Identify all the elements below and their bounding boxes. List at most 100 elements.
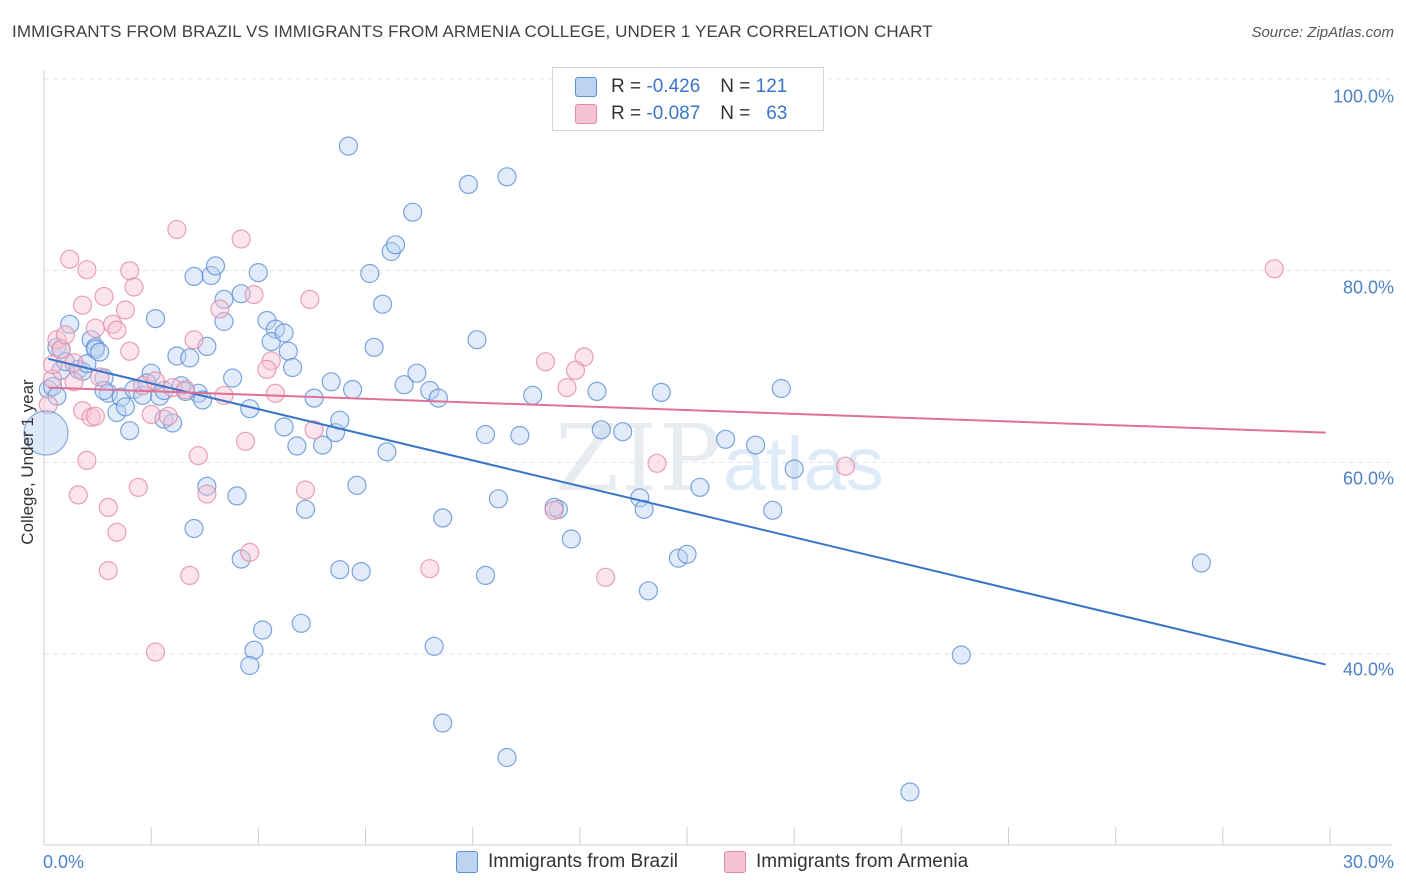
y-tick-label-100: 100.0%	[1332, 86, 1394, 107]
y-axis-label: College, Under 1 year	[18, 379, 37, 545]
armenia-point-20	[98, 560, 118, 581]
armenia-point-15	[85, 318, 106, 338]
brazil-r-value: -0.426	[646, 76, 701, 97]
brazil-point-81	[433, 508, 453, 528]
armenia-point-56	[557, 378, 577, 398]
brazil-point-30	[180, 348, 200, 368]
armenia-trend-line	[48, 386, 1326, 434]
brazil-point-20	[120, 421, 140, 441]
brazil-point-67	[343, 379, 363, 400]
legend-item-brazil[interactable]: Immigrants from Brazil	[456, 851, 678, 873]
armenia-point-55	[544, 500, 564, 520]
brazil-swatch	[575, 77, 597, 97]
armenia-point-19	[98, 497, 118, 517]
armenia-n-value: 63	[766, 103, 788, 124]
armenia-r-value: -0.087	[646, 103, 701, 124]
brazil-r-label: R =	[611, 76, 642, 97]
watermark-atlas: atlas	[723, 422, 884, 507]
brazil-n-label: N =	[720, 76, 751, 97]
brazil-point-41	[223, 368, 243, 388]
armenia-point-57	[574, 347, 594, 367]
armenia-point-7	[64, 372, 84, 392]
chart-title: IMMIGRANTS FROM BRAZIL VS IMMIGRANTS FRO…	[12, 22, 933, 41]
brazil-point-101	[638, 581, 659, 601]
brazil-point-42	[227, 486, 247, 506]
armenia-point-24	[115, 300, 136, 320]
brazil-point-108	[763, 500, 783, 520]
brazil-point-71	[364, 337, 384, 357]
brazil-point-36	[197, 476, 217, 496]
brazil-point-86	[475, 424, 496, 445]
stats-box: R = -0.426 N = 121 R = -0.087 N = 63	[552, 67, 824, 131]
legend-brazil-label: Immigrants from Brazil	[488, 851, 679, 872]
brazil-point-105	[690, 477, 710, 497]
y-tick-label-40: 40.0%	[1342, 659, 1394, 680]
brazil-point-77	[403, 202, 423, 222]
legend-brazil-swatch	[456, 851, 478, 873]
brazil-point-62	[321, 372, 341, 392]
brazil-point-83	[433, 713, 453, 733]
y-tick-label-80: 80.0%	[1342, 277, 1394, 298]
brazil-point-90	[497, 747, 517, 768]
brazil-point-104	[677, 544, 697, 564]
brazil-point-89	[497, 167, 517, 187]
source-label: Source: ZipAtlas.com	[1251, 24, 1394, 41]
armenia-point-28	[128, 477, 148, 497]
brazil-point-87	[475, 565, 496, 586]
armenia-point-41	[210, 299, 230, 319]
brazil-point-58	[295, 499, 316, 519]
armenia-point-30	[141, 404, 161, 424]
armenia-point-12	[77, 260, 97, 280]
brazil-point-48	[248, 263, 268, 283]
brazil-point-80	[428, 388, 448, 408]
brazil-point-92	[523, 385, 543, 405]
armenia-point-53	[420, 559, 440, 579]
armenia-point-37	[184, 330, 204, 350]
armenia-point-5	[55, 325, 76, 345]
brazil-point-78	[407, 363, 427, 383]
armenia-point-38	[180, 565, 200, 586]
armenia-point-39	[188, 446, 208, 466]
armenia-point-9	[68, 485, 88, 505]
legend-armenia-swatch	[724, 851, 746, 873]
brazil-n-value: 121	[755, 76, 788, 97]
legend-item-armenia[interactable]: Immigrants from Armenia	[724, 851, 968, 873]
armenia-point-4	[51, 339, 71, 359]
y-tick-label-60: 60.0%	[1342, 468, 1394, 489]
armenia-point-51	[304, 420, 324, 440]
brazil-point-72	[373, 294, 393, 314]
brazil-point-39	[214, 311, 234, 332]
brazil-point-110	[771, 378, 791, 399]
armenia-point-6	[60, 249, 80, 269]
brazil-point-88	[488, 489, 508, 509]
brazil-point-6	[60, 314, 80, 334]
armenia-point-33	[158, 406, 178, 426]
brazil-point-102	[651, 382, 671, 402]
brazil-point-46	[244, 640, 264, 660]
armenia-point-10	[72, 295, 93, 315]
brazil-point-97	[591, 420, 611, 440]
brazil-point-107	[745, 435, 766, 455]
brazil-point-112	[951, 645, 971, 665]
brazil-point-98	[613, 422, 633, 442]
armenia-point-26	[120, 341, 140, 361]
armenia-point-31	[145, 371, 166, 391]
brazil-trend-line	[48, 357, 1326, 666]
brazil-point-38	[205, 256, 226, 276]
brazil-point-115	[90, 342, 110, 362]
brazil-point-82	[424, 636, 444, 656]
armenia-point-46	[244, 285, 264, 305]
brazil-point-56	[274, 417, 294, 437]
brazil-point-18	[115, 397, 136, 417]
armenia-swatch	[575, 104, 597, 124]
armenia-point-23	[107, 522, 127, 542]
brazil-point-54	[278, 341, 298, 361]
brazil-point-109	[784, 459, 804, 479]
brazil-point-106	[715, 429, 736, 449]
x-tick-label-max: 30.0%	[1342, 852, 1394, 872]
brazil-point-23	[145, 309, 166, 329]
brazil-point-49	[253, 620, 273, 640]
armenia-point-58	[565, 360, 586, 380]
brazil-point-91	[510, 425, 530, 446]
